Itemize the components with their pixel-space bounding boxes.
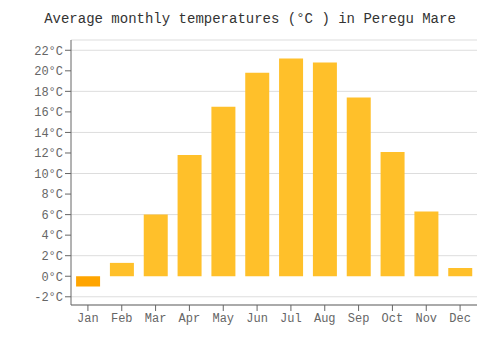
svg-text:8°C: 8°C — [41, 188, 63, 202]
svg-text:20°C: 20°C — [34, 65, 63, 79]
svg-text:10°C: 10°C — [34, 168, 63, 182]
svg-text:2°C: 2°C — [41, 250, 63, 264]
svg-text:Nov: Nov — [415, 312, 437, 326]
svg-text:6°C: 6°C — [41, 209, 63, 223]
svg-text:12°C: 12°C — [34, 147, 63, 161]
svg-text:Aug: Aug — [314, 312, 336, 326]
svg-text:14°C: 14°C — [34, 127, 63, 141]
svg-text:Jun: Jun — [246, 312, 268, 326]
svg-text:Feb: Feb — [111, 312, 133, 326]
svg-text:Apr: Apr — [179, 312, 201, 326]
svg-text:Jan: Jan — [77, 312, 99, 326]
svg-text:18°C: 18°C — [34, 86, 63, 100]
svg-text:Dec: Dec — [449, 312, 471, 326]
svg-text:16°C: 16°C — [34, 106, 63, 120]
svg-text:Jul: Jul — [280, 312, 302, 326]
svg-text:Oct: Oct — [382, 312, 404, 326]
svg-text:Mar: Mar — [145, 312, 167, 326]
svg-text:-2°C: -2°C — [34, 291, 63, 305]
svg-text:22°C: 22°C — [34, 45, 63, 59]
svg-text:Sep: Sep — [348, 312, 370, 326]
svg-text:0°C: 0°C — [41, 271, 63, 285]
svg-text:4°C: 4°C — [41, 229, 63, 243]
svg-text:May: May — [212, 312, 234, 326]
html-text:Average monthly temperatures (: Average monthly temperatures (°C ) in Pe… — [44, 11, 456, 27]
